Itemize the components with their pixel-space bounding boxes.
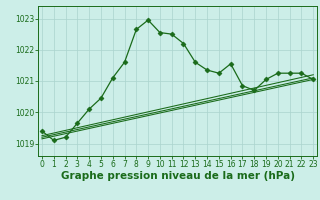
X-axis label: Graphe pression niveau de la mer (hPa): Graphe pression niveau de la mer (hPa): [60, 171, 295, 181]
